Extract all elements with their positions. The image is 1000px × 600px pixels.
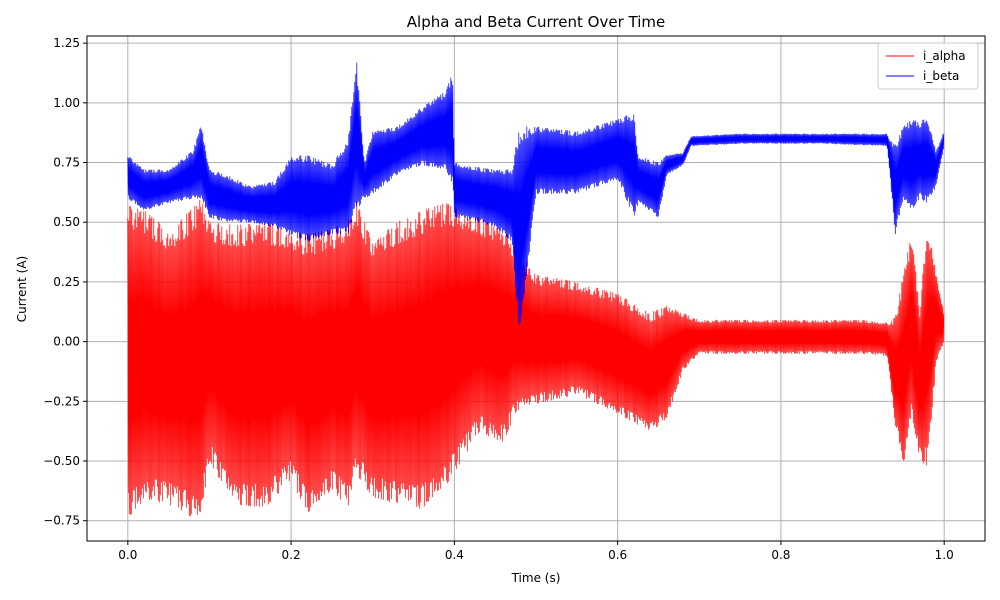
- y-tick-label: 1.25: [53, 36, 80, 50]
- x-axis-label: Time (s): [511, 571, 561, 585]
- x-tick-label: 0.6: [608, 548, 627, 562]
- legend: i_alpha i_beta: [877, 42, 979, 90]
- y-tick-label: 0.50: [53, 215, 80, 229]
- legend-box: [877, 42, 979, 90]
- y-tick-label: −0.75: [43, 514, 80, 528]
- series-line-i-beta: [127, 62, 945, 326]
- x-tick-label: 0.8: [771, 548, 790, 562]
- legend-label-i-beta: i_beta: [923, 69, 959, 83]
- x-tick-label: 1.0: [935, 548, 954, 562]
- y-tick-label: 0.00: [53, 335, 80, 349]
- x-tick-label: 0.4: [445, 548, 464, 562]
- x-tick-label: 0.0: [118, 548, 137, 562]
- axis-ticks: 0.0 0.2 0.4 0.6 0.8 1.0 −0.75 −0.50 −0.25 0.00 0.2…: [43, 36, 954, 562]
- y-tick-label: −0.25: [43, 394, 80, 408]
- y-axis-label: Current (A): [15, 256, 29, 322]
- series-line-i-alpha: [127, 199, 945, 517]
- y-tick-label: 0.25: [53, 275, 80, 289]
- plot-series: [127, 62, 945, 517]
- y-tick-label: 0.75: [53, 156, 80, 170]
- legend-label-i-alpha: i_alpha: [923, 49, 966, 63]
- y-tick-label: −0.50: [43, 454, 80, 468]
- chart-title: Alpha and Beta Current Over Time: [407, 13, 665, 31]
- x-tick-label: 0.2: [282, 548, 301, 562]
- plot-frame: [86, 35, 986, 542]
- y-tick-label: 1.00: [53, 96, 80, 110]
